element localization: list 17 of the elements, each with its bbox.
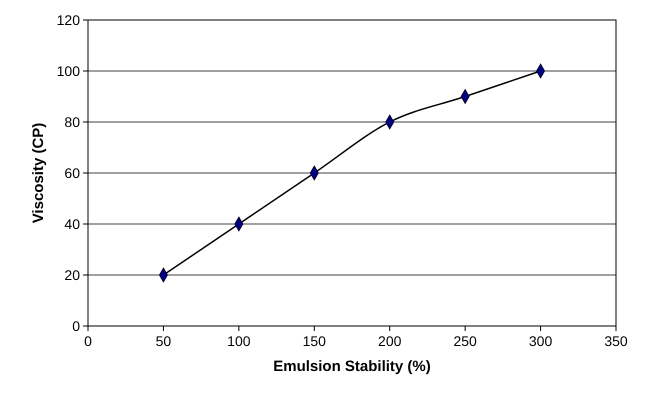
y-tick-label: 0 <box>72 318 80 334</box>
x-tick-label: 100 <box>227 333 251 349</box>
x-axis-title: Emulsion Stability (%) <box>273 358 431 375</box>
y-tick-label: 40 <box>64 216 80 232</box>
y-tick-label: 60 <box>64 164 80 181</box>
x-tick-label: 150 <box>302 333 326 349</box>
x-tick-label: 350 <box>604 333 628 349</box>
x-tick-label: 300 <box>528 333 552 349</box>
x-tick-label: 0 <box>84 333 92 349</box>
x-tick-label: 50 <box>156 333 172 349</box>
y-axis-title: Viscosity (CP) <box>30 122 47 224</box>
y-tick-label: 120 <box>56 12 80 28</box>
y-tick-label: 80 <box>64 114 80 130</box>
x-tick-label: 250 <box>453 333 478 349</box>
y-tick-label: 20 <box>64 266 80 283</box>
x-tick-label: 200 <box>378 333 402 349</box>
y-tick-label: 100 <box>56 62 80 79</box>
